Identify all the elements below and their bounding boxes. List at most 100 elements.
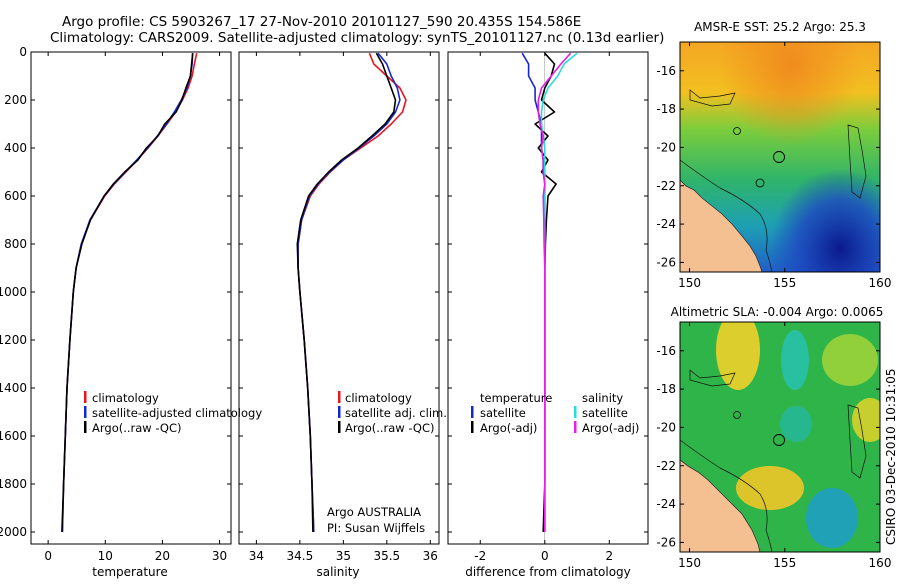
x-tick-label: 35 <box>336 549 351 563</box>
sla-yellow-band <box>822 334 878 386</box>
map-x-tick-label: 160 <box>869 556 892 570</box>
legend-satellite-adjusted: satellite-adjusted climatology <box>92 406 262 420</box>
sla-yellow-band <box>716 322 760 390</box>
legend-swatch-satellite <box>84 406 87 418</box>
credit-label: Argo AUSTRALIA <box>327 505 421 519</box>
temperature-axes-frame <box>30 51 232 545</box>
sst-axes-frame <box>679 41 881 273</box>
x-tick-label: 34.5 <box>287 549 314 563</box>
map-y-tick-label: -18 <box>656 102 676 116</box>
y-tick-label: 400 <box>4 141 27 155</box>
x-tick-label: 10 <box>98 549 113 563</box>
y-tick-label: 0 <box>19 45 27 59</box>
x-tick-label: 0 <box>44 549 52 563</box>
sla-reef-contour <box>689 369 736 387</box>
legend-swatch-satellite <box>338 406 341 418</box>
difference-axes-frame <box>447 51 649 545</box>
salinity-axes-frame <box>238 51 440 545</box>
sla-argo-marker <box>773 434 785 446</box>
x-tick-label: 34 <box>249 549 264 563</box>
x-tick-label: 0 <box>541 549 549 563</box>
series-line-argo-raw-qc- <box>296 52 397 533</box>
salinity-legend: climatology satellite adj. clim. Argo(..… <box>327 391 447 535</box>
legend-salinity-title: salinity <box>582 391 623 405</box>
legend-sal-argo: Argo(-adj) <box>582 421 639 435</box>
salinity-panel <box>238 51 440 545</box>
y-tick-label: 600 <box>4 189 27 203</box>
sla-island-marker <box>733 411 741 419</box>
y-tick-label: 1000 <box>0 285 27 299</box>
difference-panel <box>447 51 649 545</box>
y-tick-label: 200 <box>4 93 27 107</box>
sst-island-marker <box>733 127 741 135</box>
legend-sal-satellite: satellite <box>582 406 628 420</box>
sla-land <box>680 459 761 552</box>
sst-map <box>680 42 880 272</box>
map-y-tick-label: -22 <box>656 179 676 193</box>
map-y-tick-label: -16 <box>656 64 676 78</box>
x-tick-label: 36 <box>423 549 438 563</box>
legend-climatology: climatology <box>92 391 159 405</box>
x-tick-label: 35.5 <box>373 549 400 563</box>
legend-swatch-argo <box>338 421 341 433</box>
sla-plateau-contour <box>847 404 867 479</box>
sst-map-title: AMSR-E SST: 25.2 Argo: 25.3 <box>694 20 866 34</box>
legend-argo: Argo(..raw -QC) <box>345 421 435 435</box>
x-tick-label: 20 <box>155 549 170 563</box>
sst-plateau-contour <box>847 124 867 199</box>
sla-axes-frame <box>679 321 881 553</box>
sst-shelf-contour <box>680 159 773 272</box>
map-x-tick-label: 155 <box>773 556 796 570</box>
map-y-tick-label: -24 <box>656 217 676 231</box>
temperature-legend: climatology satellite-adjusted climatolo… <box>84 391 262 435</box>
salinity-xlabel: salinity <box>316 565 359 579</box>
legend-satellite-adj: satellite adj. clim. <box>345 406 447 420</box>
sla-blue-patch <box>781 330 809 390</box>
sst-island-marker <box>755 178 765 188</box>
legend-swatch-sal-satellite <box>574 406 577 418</box>
legend-temperature-title: temperature <box>480 391 552 405</box>
y-tick-label: 2000 <box>0 525 27 539</box>
legend-temp-argo: Argo(-adj) <box>480 421 537 435</box>
map-y-tick-label: -22 <box>656 459 676 473</box>
x-tick-label: 2 <box>605 549 613 563</box>
sla-yellow-band <box>736 466 804 510</box>
sla-map <box>680 322 880 552</box>
difference-xlabel: difference from climatology <box>465 565 631 579</box>
map-y-tick-label: -20 <box>656 140 676 154</box>
header-line1: Argo profile: CS 5903267_17 27-Nov-2010 … <box>62 14 581 30</box>
side-stamp: CSIRO 03-Dec-2010 10:31:05 <box>884 368 898 545</box>
sst-reef-contour <box>689 89 736 107</box>
legend-temp-satellite: satellite <box>480 406 526 420</box>
x-tick-label: -2 <box>474 549 486 563</box>
sla-shelf-contour <box>680 439 773 552</box>
y-tick-label: 800 <box>4 237 27 251</box>
legend-swatch-sal-argo <box>574 421 577 433</box>
legend-swatch-climatology <box>338 391 341 403</box>
series-line-salinity-argo-adj- <box>537 52 572 532</box>
map-y-tick-label: -20 <box>656 420 676 434</box>
map-x-tick-label: 155 <box>773 276 796 290</box>
map-y-tick-label: -16 <box>656 344 676 358</box>
map-y-tick-label: -26 <box>656 255 676 269</box>
sst-land <box>680 179 763 272</box>
legend-climatology: climatology <box>345 391 412 405</box>
legend-swatch-temp-argo <box>471 421 474 433</box>
y-tick-label: 1600 <box>0 429 27 443</box>
map-x-tick-label: 150 <box>678 276 701 290</box>
sla-yellow-band <box>852 398 880 442</box>
sst-argo-marker <box>773 151 785 163</box>
legend-swatch-temp-satellite <box>471 406 474 418</box>
header-line2: Climatology: CARS2009. Satellite-adjuste… <box>50 30 664 46</box>
map-x-tick-label: 150 <box>678 556 701 570</box>
y-tick-label: 1800 <box>0 477 27 491</box>
legend-argo: Argo(..raw -QC) <box>92 421 182 435</box>
map-y-tick-label: -26 <box>656 535 676 549</box>
y-tick-label: 1400 <box>0 381 27 395</box>
legend-swatch-climatology <box>84 391 87 403</box>
x-tick-label: 30 <box>212 549 227 563</box>
series-line-argo-raw-qc- <box>61 53 194 533</box>
pi-label: PI: Susan Wijffels <box>327 521 425 535</box>
